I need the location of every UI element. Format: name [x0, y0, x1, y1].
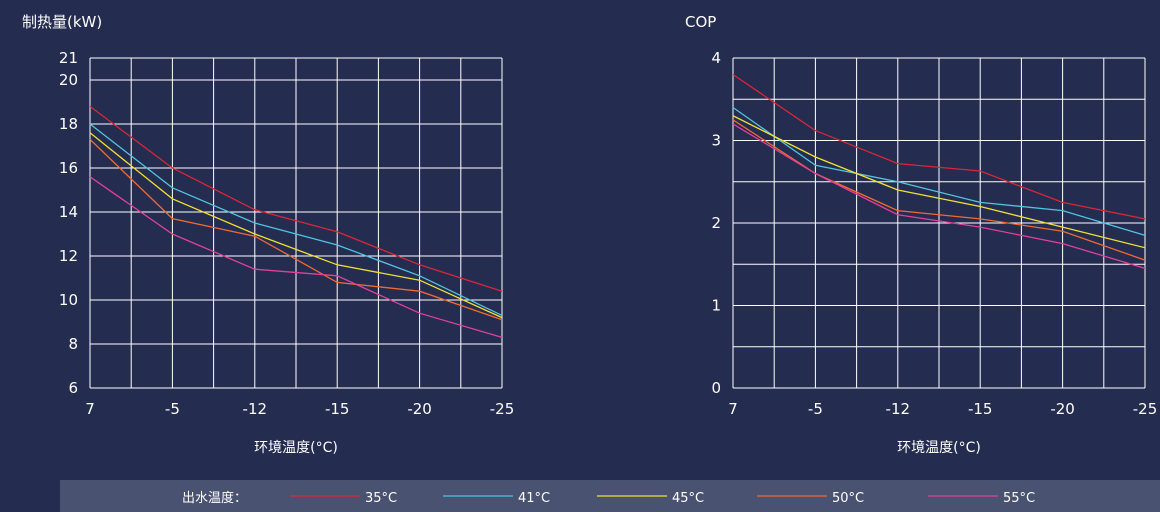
series-line	[89, 138, 503, 321]
x-axis-title: 环境温度(°C)	[254, 440, 338, 456]
y-tick-label: 18	[59, 115, 78, 133]
y-tick-label: 20	[59, 71, 78, 89]
series-line	[732, 115, 1146, 249]
series-line	[732, 106, 1146, 236]
y-tick-label: 8	[68, 335, 78, 353]
legend-label: 50°C	[832, 491, 864, 506]
y-tick-label: 6	[68, 379, 78, 397]
x-tick-label: -25	[1133, 400, 1158, 418]
x-tick-label: 7	[85, 400, 95, 418]
legend-label: 55°C	[1003, 491, 1035, 506]
y-tick-label: 12	[59, 247, 78, 265]
legend-title: 出水温度：	[182, 490, 247, 506]
y-tick-label: 21	[59, 49, 78, 67]
series-line	[89, 176, 503, 339]
series-line	[732, 123, 1146, 269]
y-tick-label: 0	[711, 379, 721, 397]
y-tick-label: 14	[59, 203, 78, 221]
legend-label: 35°C	[365, 491, 397, 506]
y-tick-label: 10	[59, 291, 78, 309]
x-axis-title: 环境温度(°C)	[897, 440, 981, 456]
x-tick-label: -25	[490, 400, 515, 418]
x-tick-label: -5	[165, 400, 180, 418]
y-tick-label: 2	[711, 214, 721, 232]
x-tick-label: -15	[325, 400, 350, 418]
legend-label: 45°C	[672, 491, 704, 506]
y-tick-label: 3	[711, 132, 721, 150]
series-line	[732, 73, 1146, 220]
chart-title: COP	[685, 13, 716, 31]
x-tick-label: 7	[728, 400, 738, 418]
x-tick-label: -20	[1050, 400, 1075, 418]
series-line	[89, 105, 503, 292]
x-tick-label: -12	[886, 400, 911, 418]
chart-title: 制热量(kW)	[22, 13, 102, 31]
x-tick-label: -15	[968, 400, 993, 418]
y-tick-label: 1	[711, 297, 721, 315]
legend-label: 41°C	[518, 491, 550, 506]
x-tick-label: -5	[808, 400, 823, 418]
y-tick-label: 16	[59, 159, 78, 177]
x-tick-label: -12	[243, 400, 268, 418]
y-tick-label: 4	[711, 49, 721, 67]
x-tick-label: -20	[407, 400, 432, 418]
series-line	[89, 123, 503, 316]
series-line	[89, 132, 503, 319]
